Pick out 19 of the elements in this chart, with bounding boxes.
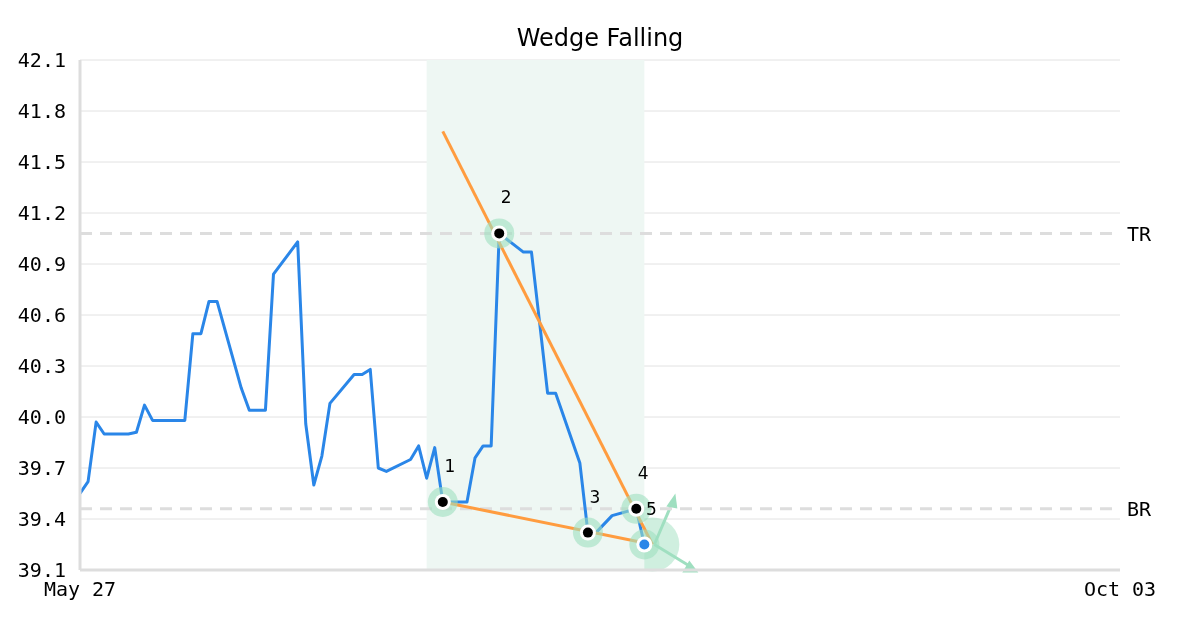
y-tick-label: 41.8	[17, 99, 66, 124]
annotation: 5	[645, 498, 657, 519]
y-tick-label: 40.9	[17, 252, 66, 277]
y-tick-label: 40.0	[17, 405, 66, 430]
annotation: 2	[500, 187, 512, 208]
y-tick-label: 41.2	[17, 201, 66, 226]
chart-title: Wedge Falling	[516, 24, 684, 52]
ref-line-label: TR	[1127, 221, 1153, 246]
ref-line-label: BR	[1127, 496, 1153, 521]
y-tick-label: 40.3	[17, 354, 66, 379]
y-tick-label: 39.7	[17, 456, 66, 481]
y-tick-label: 41.5	[17, 150, 66, 175]
annotation: 3	[589, 486, 601, 507]
y-tick-label: 39.4	[17, 507, 66, 532]
y-tick-label: 42.1	[17, 48, 66, 73]
x-tick-label: Oct 03	[1083, 577, 1157, 602]
annotation: 1	[444, 456, 456, 476]
annotation: 4	[637, 462, 649, 483]
y-tick-label: 40.6	[17, 303, 66, 328]
